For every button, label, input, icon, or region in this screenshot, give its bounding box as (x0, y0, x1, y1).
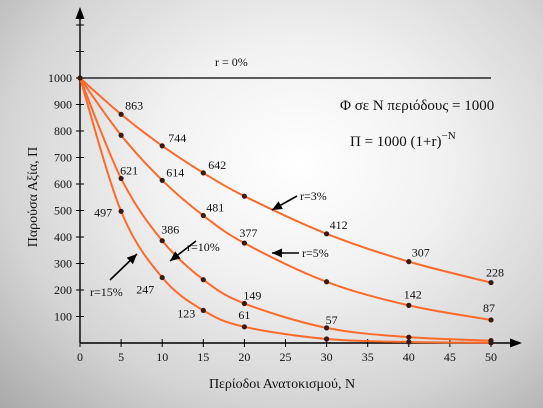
data-point (488, 317, 494, 323)
data-point (241, 324, 247, 330)
x-tick-label: 15 (197, 350, 209, 364)
data-point (118, 175, 124, 182)
x-tick-label: 35 (362, 350, 374, 364)
data-point (488, 279, 494, 286)
y-axis-arrowhead (75, 7, 85, 19)
data-point (159, 274, 165, 281)
y-tick-label: 1000 (48, 71, 72, 85)
data-point (406, 334, 412, 340)
series-line (79, 77, 492, 342)
curves (79, 77, 492, 344)
series-label-arrowhead (126, 254, 137, 265)
series-label: r = 0% (215, 55, 248, 69)
data-point (324, 336, 330, 342)
data-point (200, 212, 206, 219)
data-point (241, 240, 247, 246)
series-label: r=3% (300, 189, 327, 203)
data-point (324, 231, 330, 237)
y-axis-title: Παρούσα Αξία, Π (26, 147, 41, 248)
formula-present-value-exponent: −N (442, 130, 456, 142)
series-label: r=5% (302, 246, 329, 260)
x-tick-label: 40 (403, 350, 415, 364)
x-tick-label: 45 (444, 350, 456, 364)
x-tick-label: 50 (485, 350, 497, 364)
data-point (118, 208, 124, 214)
data-point (324, 279, 330, 285)
data-point (406, 259, 412, 265)
data-label: 228 (486, 266, 504, 280)
formula-present-value-main: Π = 1000 (1+r) (350, 134, 442, 150)
data-point (488, 340, 494, 346)
data-label: 412 (330, 218, 348, 232)
data-point (159, 177, 165, 183)
x-axis-arrowhead (510, 338, 522, 348)
data-label: 621 (120, 163, 138, 177)
data-point (406, 339, 412, 345)
y-tick-label: 700 (54, 151, 72, 165)
x-tick-label: 5 (118, 350, 124, 364)
data-label: 377 (239, 226, 257, 240)
data-label: 142 (404, 287, 422, 301)
data-label: 863 (125, 98, 143, 112)
series-label-arrowhead (272, 248, 282, 258)
y-tick-label: 100 (54, 310, 72, 324)
series-line (79, 77, 492, 344)
data-point (200, 170, 206, 176)
x-tick-label: 25 (280, 350, 292, 364)
data-label: 497 (94, 205, 112, 219)
data-points (77, 75, 494, 346)
y-tick-label: 600 (54, 177, 72, 191)
data-label: 247 (136, 283, 154, 297)
x-axis-title: Περίοδοι Ανατοκισμού, N (209, 377, 355, 392)
data-point (200, 307, 206, 314)
data-point (406, 302, 412, 308)
series-label: r=10% (187, 240, 220, 254)
data-label: 642 (208, 158, 226, 172)
y-tick-label: 900 (54, 98, 72, 112)
data-label: 614 (166, 165, 184, 179)
data-point (159, 143, 165, 149)
data-label: 149 (243, 289, 261, 303)
series-label-arrowhead (170, 251, 181, 261)
y-tick-label: 200 (54, 283, 72, 297)
series-label: r=15% (90, 285, 123, 299)
data-point (118, 111, 124, 117)
data-point-origin (77, 75, 83, 81)
data-label: 57 (326, 313, 338, 327)
data-label: 307 (412, 246, 430, 260)
x-tick-label: 10 (156, 350, 168, 364)
data-labels: 863 744 642 412 307 228 614 481 377 142 87 621 386 14… (94, 98, 504, 327)
data-label: 87 (483, 301, 495, 315)
data-label: 61 (238, 308, 250, 322)
series-label-arrows: r = 0% r=3% r=5% r=10% r=15% (90, 55, 329, 299)
data-label: 481 (206, 201, 224, 215)
axes: 100 200 300 400 500 600 700 800 900 1000 0 5 10 15 20 2… (48, 7, 522, 364)
data-point (200, 277, 206, 283)
y-tick-label: 500 (54, 204, 72, 218)
data-label: 744 (168, 131, 186, 145)
y-tick-label: 300 (54, 257, 72, 271)
data-point (241, 193, 247, 199)
formula-future-value: Φ σε N περιόδους = 1000 (340, 98, 494, 114)
series-label-arrowhead (272, 201, 283, 210)
y-tick-label: 800 (54, 124, 72, 138)
data-point (118, 132, 124, 138)
data-point (324, 325, 330, 331)
data-label: 123 (177, 306, 195, 320)
x-tick-label: 30 (321, 350, 333, 364)
y-tick-label: 400 (54, 230, 72, 244)
x-tick-label: 0 (77, 350, 83, 364)
x-tick-label: 20 (238, 350, 250, 364)
formula-present-value: Π = 1000 (1+r)−N (350, 130, 456, 150)
data-point (241, 300, 247, 307)
data-point (159, 238, 165, 244)
data-label: 386 (161, 223, 179, 237)
